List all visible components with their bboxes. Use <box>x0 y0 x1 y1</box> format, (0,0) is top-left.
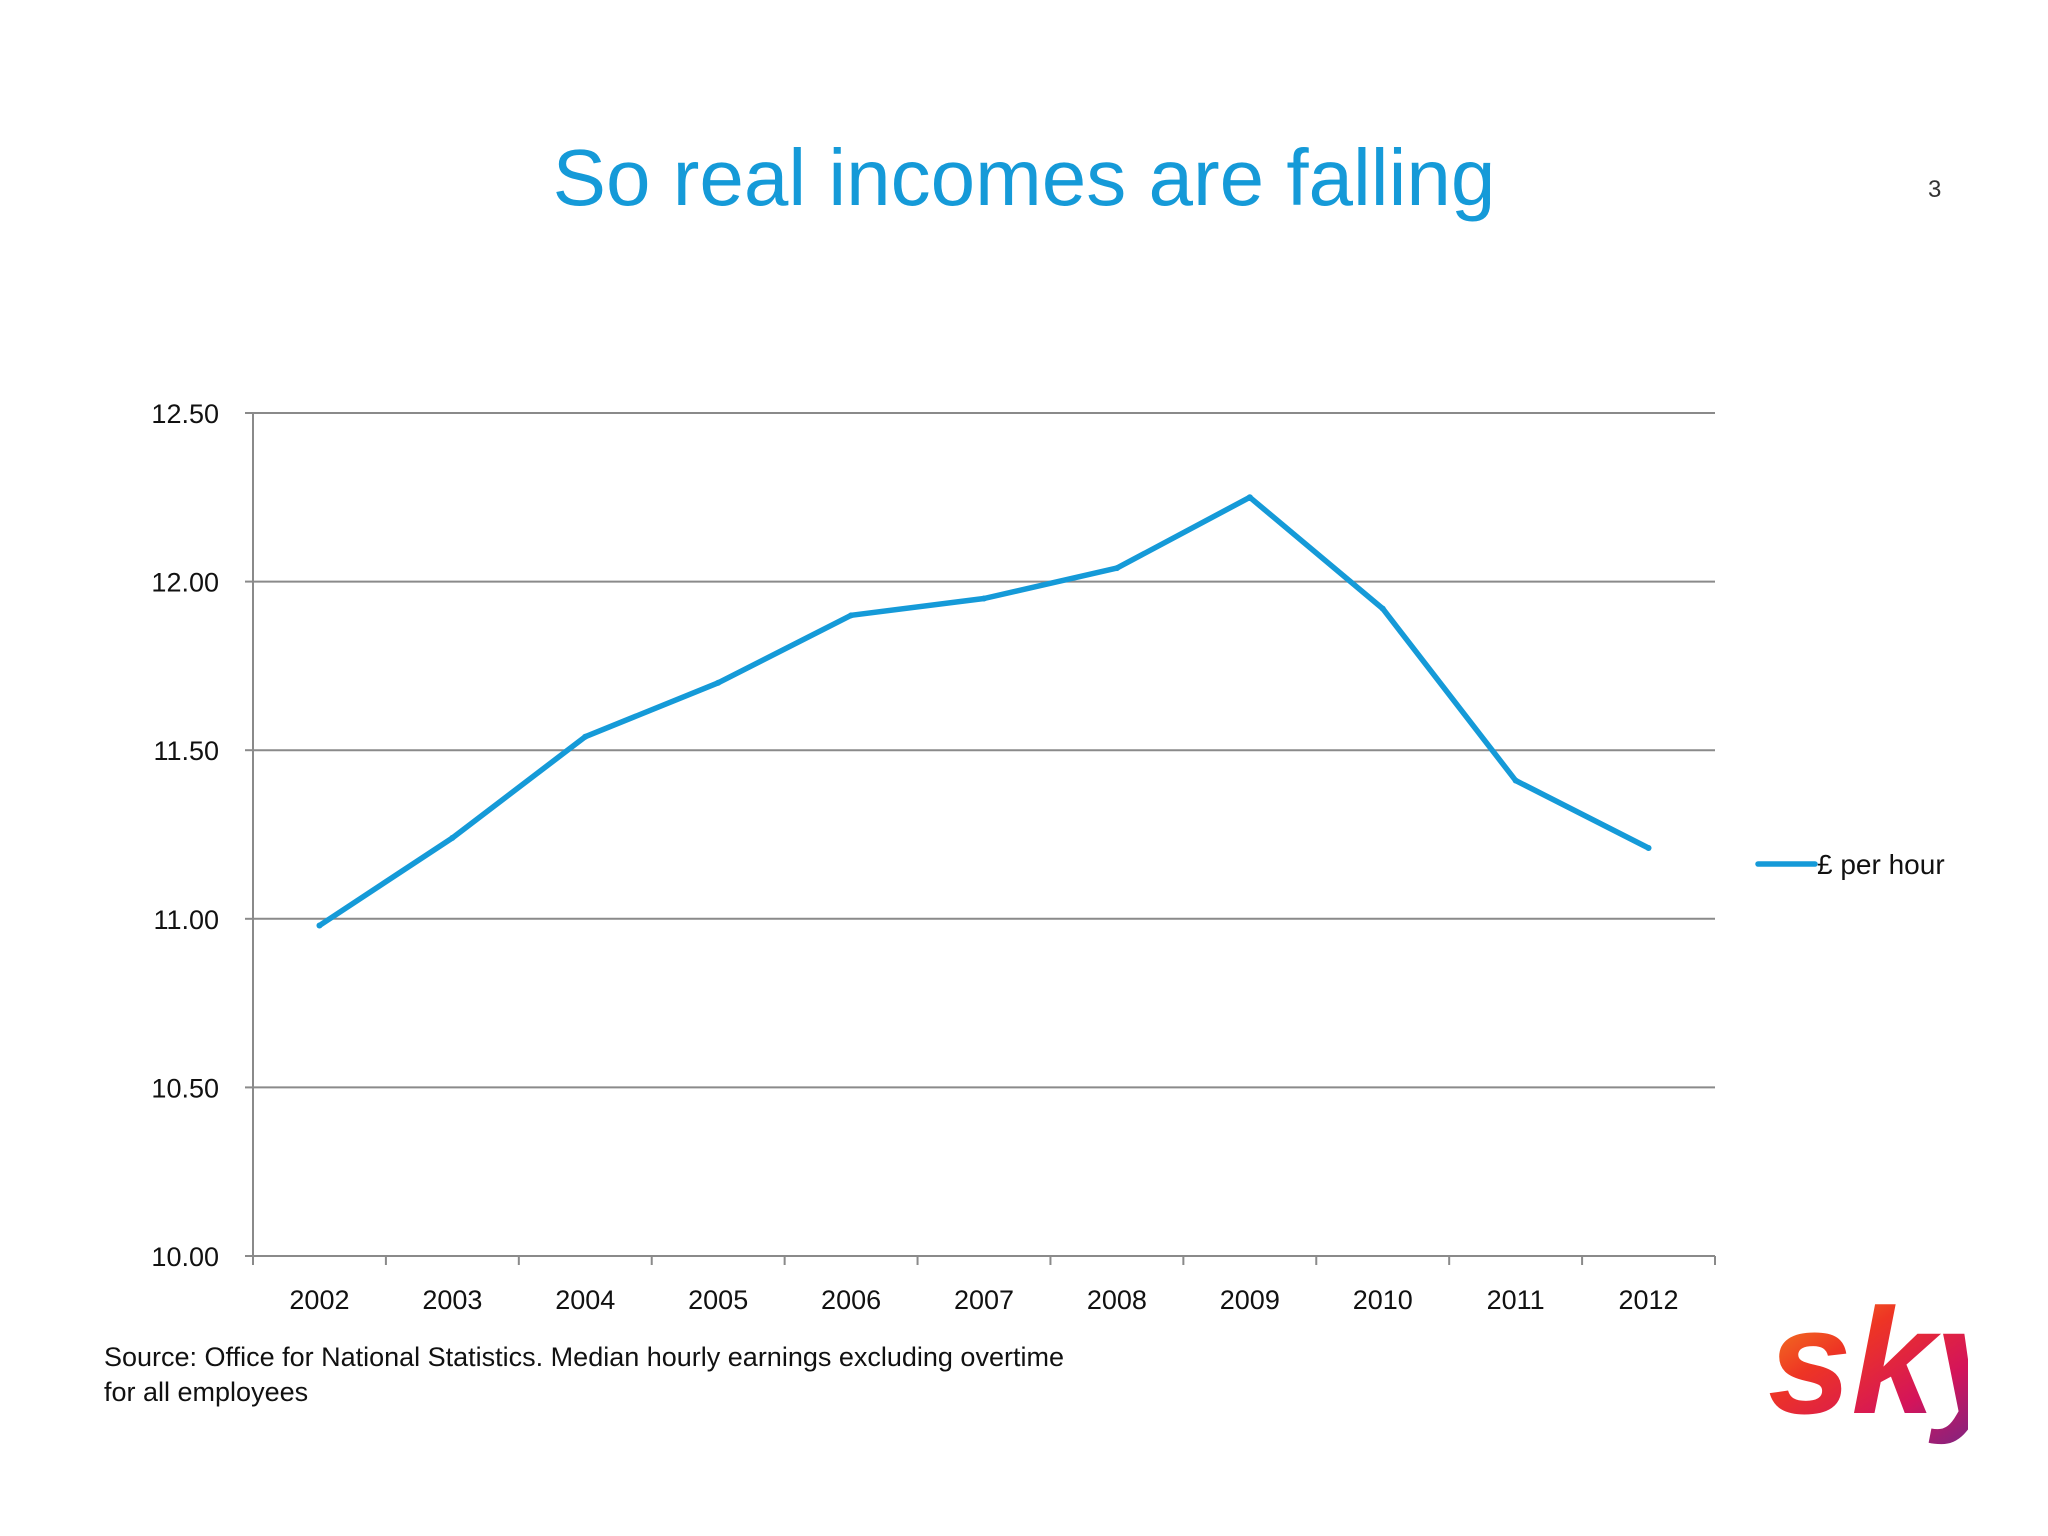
x-tick-label: 2004 <box>555 1285 615 1315</box>
y-tick-label: 11.50 <box>153 736 219 766</box>
x-tick-label: 2008 <box>1087 1285 1147 1315</box>
series-line <box>316 494 1652 929</box>
data-point <box>715 679 722 686</box>
x-tick-label: 2011 <box>1487 1285 1545 1315</box>
x-tick-label: 2003 <box>422 1285 482 1315</box>
y-tick-label: 12.00 <box>151 568 219 598</box>
y-tick-label: 12.50 <box>151 399 219 429</box>
x-tick-label: 2005 <box>688 1285 748 1315</box>
series-lines <box>316 494 1652 929</box>
x-tick-label: 2006 <box>821 1285 881 1315</box>
data-point <box>316 922 323 929</box>
source-note: Source: Office for National Statistics. … <box>104 1342 1064 1407</box>
gridlines <box>253 412 1715 1089</box>
x-tick-label: 2010 <box>1353 1285 1413 1315</box>
x-tick-label: 2007 <box>954 1285 1014 1315</box>
legend: £ per hour <box>1755 849 1945 880</box>
y-tick-label: 11.00 <box>153 905 219 935</box>
data-point <box>1645 844 1652 851</box>
data-point <box>449 834 456 841</box>
data-point <box>981 595 987 602</box>
x-tick-label: 2012 <box>1619 1285 1679 1315</box>
axes <box>245 412 1716 1265</box>
data-point <box>848 612 855 619</box>
data-point <box>1512 777 1519 784</box>
slide-title: So real incomes are falling <box>552 133 1496 222</box>
x-tick-labels: 2002 2003 2004 2005 2006 2007 2008 2009 2010 2011… <box>289 1285 1678 1315</box>
x-tick-label: 2009 <box>1220 1285 1280 1315</box>
data-point <box>582 733 589 740</box>
data-point <box>1379 605 1386 612</box>
y-tick-label: 10.50 <box>151 1073 219 1103</box>
y-tick-labels: 10.00 10.50 11.00 11.50 12.00 12.50 <box>151 399 219 1272</box>
sky-logo-text: sky <box>1768 1288 1968 1445</box>
data-point <box>1246 494 1253 501</box>
data-point <box>1113 565 1120 572</box>
y-tick-label: 10.00 <box>151 1242 219 1272</box>
sky-logo: sky <box>1768 1288 1968 1445</box>
legend-label: £ per hour <box>1817 849 1945 880</box>
x-tick-label: 2002 <box>289 1285 349 1315</box>
slide-number: 3 <box>1928 176 1942 203</box>
